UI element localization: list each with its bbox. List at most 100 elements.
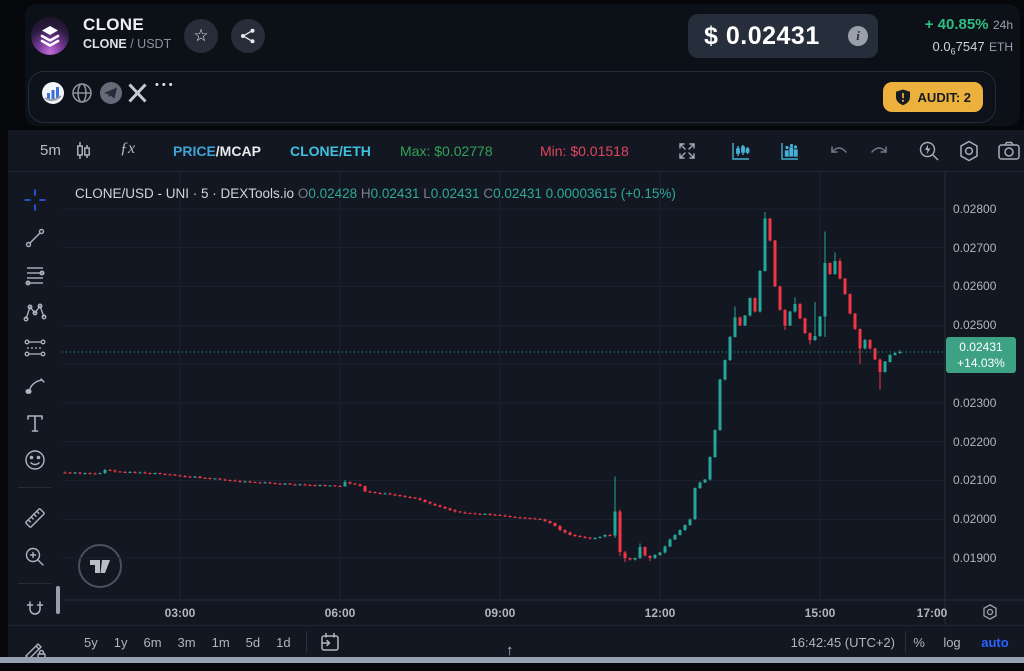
range-button-3m[interactable]: 3m [177, 634, 196, 650]
star-icon: ☆ [193, 26, 209, 45]
range-button-1d[interactable]: 1d [276, 634, 291, 650]
brush-tool[interactable] [22, 372, 48, 398]
magnet-tool[interactable] [22, 597, 48, 623]
auto-scale-button[interactable]: auto [981, 635, 1009, 650]
token-name: CLONE [83, 15, 144, 34]
range-button-6m[interactable]: 6m [143, 634, 162, 650]
pair-base: CLONE [83, 37, 127, 51]
settings-button[interactable] [957, 139, 981, 163]
price-tick: 0.02000 [953, 512, 997, 527]
resize-arrow-icon: ↑ [506, 642, 514, 659]
candles-indicator-button[interactable] [730, 140, 752, 162]
trend-line-tool[interactable] [22, 225, 48, 251]
log-scale-button[interactable]: log [943, 635, 961, 650]
current-price-value: 0.02431 [959, 340, 1003, 354]
fullscreen-button[interactable] [676, 140, 698, 162]
favorite-button[interactable]: ☆ [184, 19, 218, 53]
clock-label[interactable]: 16:42:45 (UTC+2) [790, 635, 895, 650]
range-button-5y[interactable]: 5y [84, 634, 98, 650]
price-tick: 0.02500 [953, 318, 997, 333]
fib-retracement-tool[interactable] [22, 262, 48, 288]
go-to-date-button[interactable] [318, 630, 342, 654]
pair-quote: USDT [137, 37, 172, 51]
chart-score-icon[interactable] [41, 81, 65, 105]
change-24h: + 40.85% [924, 16, 989, 33]
range-buttons: 5y 1y 6m 3m 1m 5d 1d [84, 631, 291, 653]
change-period: 24h [992, 18, 1013, 32]
timeframe-button[interactable]: 5m [40, 142, 61, 159]
price-tick: 0.02800 [953, 201, 997, 216]
price-tick: 0.02300 [953, 395, 997, 410]
pair-sep: / [126, 37, 138, 51]
x-twitter-icon[interactable] [128, 83, 148, 103]
time-tick: 03:00 [164, 606, 196, 620]
range-button-5d[interactable]: 5d [245, 634, 261, 650]
layers-icon [40, 26, 60, 47]
current-price-badge: 0.02431 +14.03% [946, 337, 1016, 373]
price-tick: 0.02100 [953, 473, 997, 488]
price-pill: $ 0.02431 i [688, 14, 878, 58]
bottom-bar-divider [8, 625, 1024, 626]
low-value: 0.02431 [430, 186, 480, 201]
open-value: 0.02428 [308, 186, 358, 201]
social-bar: ••• AUDIT: 2 [28, 71, 996, 123]
audit-badge[interactable]: AUDIT: 2 [882, 82, 983, 112]
toolbar-scrollbar-thumb[interactable] [56, 586, 60, 614]
pair-eth-toggle[interactable]: CLONE/ETH [290, 143, 371, 159]
crosshair-tool[interactable] [22, 187, 48, 213]
max-price-label: Max: $0.02778 [400, 143, 493, 159]
candle-style-button[interactable] [71, 139, 95, 163]
audit-label: AUDIT: 2 [917, 89, 971, 105]
more-links-icon[interactable]: ••• [155, 79, 176, 91]
time-tick: 12:00 [644, 606, 676, 620]
share-button[interactable] [231, 19, 265, 53]
share-icon [241, 28, 255, 44]
shield-warning-icon [895, 89, 910, 105]
quick-search-button[interactable] [917, 139, 941, 163]
time-tick: 09:00 [484, 606, 516, 620]
snapshot-camera-button[interactable] [997, 140, 1021, 162]
tradingview-logo-icon [90, 560, 110, 573]
percent-scale-button[interactable]: % [913, 635, 925, 650]
range-button-1y[interactable]: 1y [113, 634, 128, 650]
time-tick: 17:00 [916, 606, 948, 620]
close-value: 0.02431 [493, 186, 542, 201]
range-button-1m[interactable]: 1m [211, 634, 230, 650]
info-icon[interactable]: i [848, 26, 868, 46]
price-tick: 0.02700 [953, 240, 997, 255]
tool-divider [18, 583, 52, 584]
undo-button[interactable] [828, 142, 850, 160]
measure-tool[interactable] [22, 505, 48, 531]
toolbar-divider [8, 171, 1024, 172]
price-usd: $ 0.02431 [704, 21, 820, 50]
emoji-tool[interactable] [22, 447, 48, 473]
volume-bars-button[interactable] [779, 140, 801, 162]
ohlc-legend: CLONE/USD - UNI · 5 · DEXTools.io O0.024… [75, 186, 676, 201]
xabcd-pattern-tool[interactable] [22, 299, 48, 325]
panel-resize-handle[interactable] [0, 657, 1024, 663]
telegram-icon[interactable] [99, 81, 123, 105]
price-tick: 0.01900 [953, 551, 997, 566]
high-value: 0.02431 [370, 186, 420, 201]
price-tick: 0.02600 [953, 279, 997, 294]
text-tool[interactable] [22, 410, 48, 436]
tradingview-logo[interactable] [78, 544, 122, 588]
zoom-in-tool[interactable] [22, 544, 48, 570]
redo-button[interactable] [868, 142, 890, 160]
eth-unit: ETH [989, 40, 1013, 54]
divider [306, 631, 307, 653]
price-eth: 0.067547 [932, 39, 985, 57]
legend-title: CLONE/USD - UNI · 5 · DEXTools.io [75, 186, 295, 201]
token-pair: CLONE / USDT [83, 37, 171, 51]
divider [905, 631, 906, 653]
chart-widget [8, 130, 1024, 657]
projection-tool[interactable] [22, 335, 48, 361]
change-block: + 40.85% 24h 0.067547 ETH [860, 14, 1013, 63]
price-mcap-toggle[interactable]: PRICE/MCAP [173, 143, 261, 159]
indicators-fx-button[interactable]: ƒx [120, 140, 136, 157]
axis-settings-button[interactable] [981, 603, 999, 621]
website-globe-icon[interactable] [70, 81, 94, 105]
price-tick: 0.02200 [953, 434, 997, 449]
current-price-change: +14.03% [957, 356, 1005, 370]
